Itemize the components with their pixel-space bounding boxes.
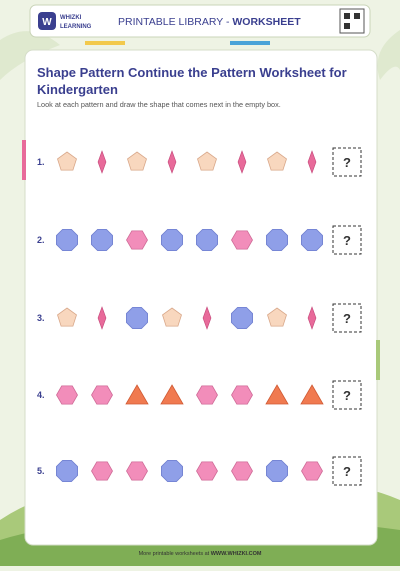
logo-mark: W bbox=[42, 17, 52, 28]
answer-mark: ? bbox=[343, 233, 351, 248]
row-number: 2. bbox=[37, 235, 45, 245]
octagon bbox=[161, 460, 182, 481]
qr-part bbox=[354, 13, 360, 19]
footer: More printable worksheets at WWW.WHIZKI.… bbox=[139, 551, 262, 557]
row-number: 3. bbox=[37, 313, 45, 323]
row-number: 1. bbox=[37, 157, 45, 167]
octagon bbox=[266, 460, 287, 481]
octagon bbox=[91, 229, 112, 250]
qr-part bbox=[344, 23, 350, 29]
logo-bottom: LEARNING bbox=[60, 24, 92, 30]
octagon bbox=[196, 229, 217, 250]
library: PRINTABLE LIBRARY - bbox=[118, 16, 232, 28]
octagon bbox=[161, 229, 182, 250]
row-number: 5. bbox=[37, 466, 45, 476]
instructions: Look at each pattern and draw the shape … bbox=[37, 100, 281, 109]
header-title: PRINTABLE LIBRARY - WORKSHEET bbox=[118, 16, 301, 28]
qr-part bbox=[344, 13, 350, 19]
stripe bbox=[230, 41, 270, 45]
footer-link[interactable]: WWW.WHIZKI.COM bbox=[211, 551, 262, 557]
logo-top: WHIZKI bbox=[60, 15, 82, 21]
octagon bbox=[56, 460, 77, 481]
octagon bbox=[301, 229, 322, 250]
octagon bbox=[266, 229, 287, 250]
answer-mark: ? bbox=[343, 311, 351, 326]
answer-mark: ? bbox=[343, 464, 351, 479]
footer-text: More printable worksheets at bbox=[139, 551, 211, 557]
octagon bbox=[56, 229, 77, 250]
qr-code bbox=[340, 9, 364, 33]
answer-mark: ? bbox=[343, 155, 351, 170]
side-stripe bbox=[376, 340, 380, 380]
stripe bbox=[85, 41, 125, 45]
octagon bbox=[126, 307, 147, 328]
side-stripe bbox=[22, 140, 26, 180]
answer-mark: ? bbox=[343, 388, 351, 403]
kind: WORKSHEET bbox=[232, 16, 301, 28]
row-number: 4. bbox=[37, 390, 45, 400]
octagon bbox=[231, 307, 252, 328]
